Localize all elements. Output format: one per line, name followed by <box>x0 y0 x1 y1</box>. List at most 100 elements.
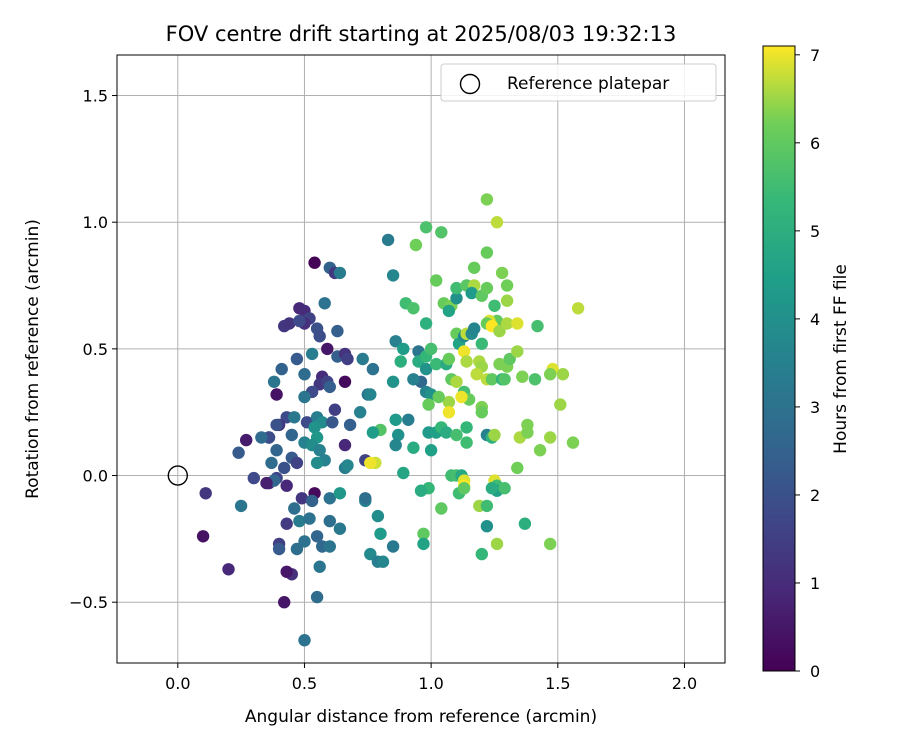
scatter-point <box>333 487 347 500</box>
colorbar-tick-label: 7 <box>810 46 820 65</box>
scatter-point <box>394 355 407 368</box>
scatter-point <box>366 426 380 439</box>
colorbar-tick-label: 5 <box>810 222 820 241</box>
scatter-point <box>364 388 377 401</box>
scatter-point <box>290 352 304 366</box>
scatter-point <box>485 373 499 386</box>
scatter-point <box>280 479 293 492</box>
scatter-point <box>376 555 390 568</box>
scatter-point <box>460 421 473 434</box>
scatter-point <box>528 373 542 386</box>
scatter-point <box>419 317 433 330</box>
scatter-point <box>341 459 354 472</box>
scatter-point <box>521 418 534 432</box>
scatter-point <box>240 433 253 447</box>
scatter-point <box>331 324 344 338</box>
reference-platepar-marker <box>167 465 189 486</box>
scatter-point <box>354 406 367 419</box>
scatter-point <box>293 314 306 328</box>
scatter-point <box>450 281 463 295</box>
colorbar-tick-label: 1 <box>810 574 820 593</box>
scatter-point <box>290 542 304 556</box>
scatter-point <box>285 428 298 442</box>
scatter-point <box>417 537 430 551</box>
scatter-point <box>333 266 347 280</box>
scatter-point <box>288 502 301 515</box>
scatter-point <box>495 266 509 280</box>
scatter-point <box>457 345 471 358</box>
scatter-point <box>531 319 544 333</box>
colorbar-tick-label: 6 <box>810 134 820 153</box>
scatter-point <box>409 238 423 252</box>
scatter-point <box>397 466 410 480</box>
y-tick-label: 1.5 <box>83 87 108 106</box>
scatter-point <box>442 406 456 419</box>
scatter-point <box>270 418 283 432</box>
colorbar: 0 1 2 3 4 5 6 7 Hours from first FF file <box>762 45 851 681</box>
scatter-point <box>280 565 293 578</box>
colorbar-tick-label: 2 <box>810 486 820 505</box>
scatter-point <box>440 426 453 439</box>
scatter-point <box>503 352 516 366</box>
colorbar-ticks: 0 1 2 3 4 5 6 7 <box>795 46 820 681</box>
scatter-point <box>435 502 448 515</box>
scatter-point <box>298 390 311 404</box>
scatter-point <box>389 438 402 452</box>
scatter-point <box>359 492 372 505</box>
scatter-point <box>493 324 506 338</box>
scatter-point <box>310 590 324 604</box>
scatter-point <box>310 530 324 543</box>
scatter-point <box>265 456 278 470</box>
scatter-point <box>442 395 456 409</box>
x-tick-label: 0.5 <box>292 674 317 693</box>
scatter-point <box>488 299 501 312</box>
scatter-point <box>485 482 499 495</box>
scatter-point <box>424 444 438 457</box>
y-tick-label: 1.0 <box>83 213 108 232</box>
colorbar-tick-label: 0 <box>810 662 820 681</box>
colorbar-gradient <box>762 45 796 672</box>
scatter-point <box>313 330 326 343</box>
scatter-point <box>511 345 524 358</box>
scatter-point <box>313 560 326 573</box>
colorbar-tick-label: 3 <box>810 398 820 417</box>
scatter-point <box>328 403 342 416</box>
scatter-point <box>468 322 481 335</box>
scatter-point <box>554 398 567 411</box>
scatter-point <box>389 335 402 348</box>
scatter-point <box>419 362 433 376</box>
scatter-point <box>424 342 438 356</box>
scatter-point <box>270 388 283 401</box>
scatter-point <box>267 375 281 388</box>
scatter-point <box>442 352 456 366</box>
scatter-point <box>386 375 400 388</box>
scatter-point <box>338 375 352 388</box>
scatter-point <box>511 317 524 330</box>
scatter-point <box>305 347 319 361</box>
scatter-point <box>323 540 336 553</box>
scatter-points <box>196 193 585 647</box>
scatter-point <box>275 362 288 376</box>
scatter-point <box>222 563 235 576</box>
scatter-point <box>392 428 405 442</box>
scatter-point <box>480 193 494 206</box>
x-axis-ticks: 0.0 0.5 1.0 1.5 2.0 <box>165 663 697 693</box>
scatter-point <box>475 337 488 350</box>
scatter-point <box>381 233 395 247</box>
scatter-point <box>556 368 570 381</box>
scatter-point <box>442 304 456 318</box>
scatter-point <box>318 297 331 310</box>
scatter-point <box>500 294 514 307</box>
scatter-point <box>402 413 415 426</box>
x-tick-label: 0.0 <box>165 674 190 693</box>
scatter-point <box>490 216 504 229</box>
scatter-point <box>371 509 385 523</box>
scatter-point <box>468 261 481 274</box>
scatter-point <box>480 520 494 533</box>
scatter-point <box>544 431 557 444</box>
scatter-point <box>199 487 212 500</box>
scatter-point <box>571 302 585 315</box>
scatter-point <box>323 492 336 505</box>
scatter-point <box>455 390 468 404</box>
